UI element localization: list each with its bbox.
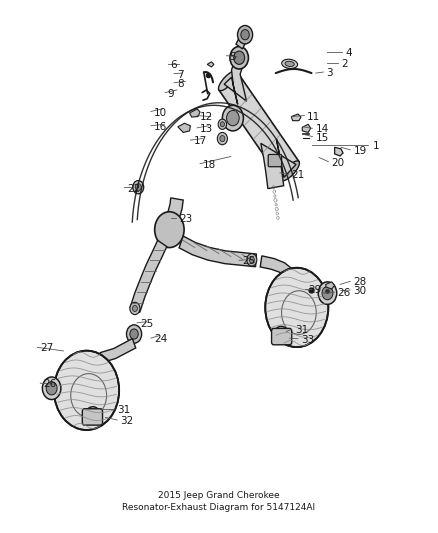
Circle shape: [130, 302, 140, 314]
Ellipse shape: [282, 59, 297, 69]
Text: 30: 30: [353, 286, 367, 296]
Text: 5: 5: [230, 52, 236, 62]
Text: 28: 28: [353, 277, 367, 287]
Text: 27: 27: [40, 343, 53, 353]
Polygon shape: [261, 139, 296, 189]
Polygon shape: [291, 114, 301, 120]
Text: 26: 26: [43, 379, 57, 389]
Text: 25: 25: [140, 319, 153, 329]
Circle shape: [247, 254, 257, 266]
Text: 2: 2: [341, 59, 348, 69]
Polygon shape: [302, 124, 311, 132]
Polygon shape: [326, 282, 335, 289]
Text: 15: 15: [316, 133, 329, 142]
Text: 14: 14: [316, 124, 329, 134]
Polygon shape: [179, 236, 256, 266]
FancyBboxPatch shape: [268, 155, 282, 167]
Text: 19: 19: [353, 146, 367, 156]
Polygon shape: [207, 62, 214, 67]
Text: 9: 9: [168, 88, 174, 99]
Text: 23: 23: [179, 214, 192, 224]
Polygon shape: [190, 109, 200, 117]
Circle shape: [155, 212, 184, 247]
Text: 16: 16: [154, 122, 167, 132]
Polygon shape: [224, 60, 247, 104]
Circle shape: [46, 382, 57, 395]
Circle shape: [220, 135, 225, 142]
Text: 17: 17: [194, 136, 207, 146]
Text: 7: 7: [177, 70, 184, 79]
Polygon shape: [260, 256, 291, 277]
Polygon shape: [335, 147, 343, 156]
Text: 24: 24: [154, 334, 167, 344]
Text: 32: 32: [120, 416, 134, 426]
Circle shape: [130, 329, 138, 339]
Ellipse shape: [265, 268, 328, 347]
Circle shape: [318, 282, 337, 304]
Polygon shape: [219, 71, 299, 180]
Ellipse shape: [87, 407, 99, 418]
Text: 6: 6: [171, 60, 177, 70]
Ellipse shape: [285, 61, 294, 67]
Text: 33: 33: [301, 335, 314, 345]
Text: 31: 31: [295, 326, 308, 335]
Ellipse shape: [89, 409, 97, 416]
Text: 8: 8: [177, 79, 184, 89]
Circle shape: [218, 119, 226, 130]
Circle shape: [42, 377, 61, 400]
Circle shape: [220, 122, 224, 127]
Text: 11: 11: [307, 111, 321, 122]
Polygon shape: [100, 338, 136, 362]
Circle shape: [132, 305, 138, 311]
Circle shape: [249, 257, 254, 263]
Ellipse shape: [275, 326, 287, 337]
Ellipse shape: [54, 351, 119, 430]
Text: 1: 1: [372, 141, 379, 151]
Polygon shape: [178, 123, 191, 132]
Circle shape: [237, 26, 253, 44]
Text: 31: 31: [117, 405, 131, 415]
Circle shape: [241, 30, 249, 40]
Circle shape: [127, 325, 141, 343]
Text: 13: 13: [200, 124, 213, 134]
Ellipse shape: [281, 161, 300, 181]
Text: 26: 26: [338, 288, 351, 298]
Polygon shape: [164, 198, 183, 228]
Polygon shape: [130, 240, 167, 312]
Ellipse shape: [219, 71, 237, 91]
FancyBboxPatch shape: [272, 328, 292, 345]
Circle shape: [226, 110, 239, 126]
Polygon shape: [236, 35, 247, 49]
Text: 10: 10: [154, 108, 167, 118]
Text: 4: 4: [345, 47, 352, 58]
FancyBboxPatch shape: [82, 409, 102, 425]
Text: 12: 12: [200, 111, 213, 122]
Text: 21: 21: [291, 171, 304, 181]
Circle shape: [135, 183, 141, 191]
Text: 20: 20: [332, 158, 345, 168]
Text: 18: 18: [203, 160, 216, 169]
Circle shape: [223, 106, 244, 131]
Text: 3: 3: [326, 68, 333, 78]
Text: 22: 22: [127, 184, 141, 193]
Circle shape: [230, 46, 248, 69]
Text: 25: 25: [242, 256, 255, 266]
Text: 29: 29: [308, 285, 321, 295]
Text: 2015 Jeep Grand Cherokee
Resonator-Exhaust Diagram for 5147124AI: 2015 Jeep Grand Cherokee Resonator-Exhau…: [123, 491, 315, 512]
Circle shape: [322, 286, 333, 300]
Circle shape: [217, 132, 227, 145]
Circle shape: [133, 181, 144, 194]
Circle shape: [234, 51, 245, 64]
Ellipse shape: [277, 329, 285, 335]
